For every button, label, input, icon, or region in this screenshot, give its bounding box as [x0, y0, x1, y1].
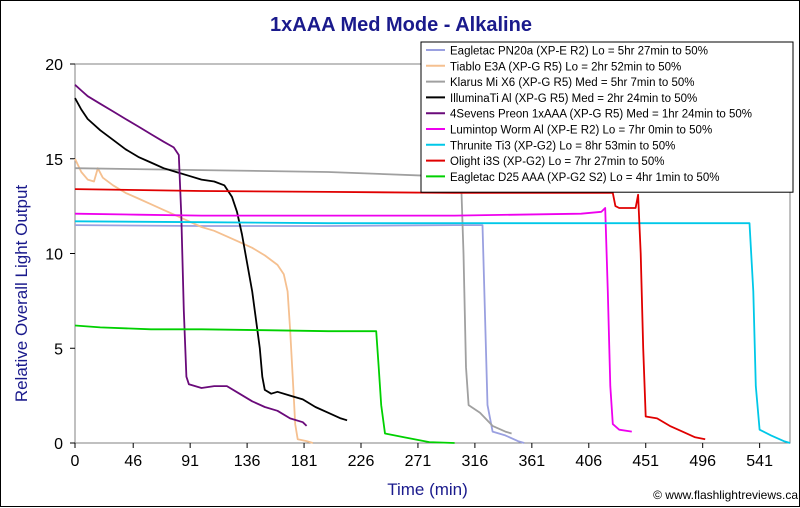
series-line-6: [74, 207, 632, 433]
series-line-1: [74, 224, 525, 444]
x-tick-label: 0: [71, 453, 80, 470]
legend-label-2: Tiablo E3A (XP-G R5) Lo = 2hr 52min to 5…: [450, 61, 681, 73]
y-tick-label: 0: [54, 436, 63, 453]
credit-text: © www.flashlightreviews.ca: [653, 488, 798, 502]
legend-label-3: Klarus Mi X6 (XP-G R5) Med = 5hr 7min to…: [450, 77, 694, 89]
y-tick-label: 20: [45, 57, 63, 74]
chart-title: 1xAAA Med Mode - Alkaline: [270, 14, 532, 36]
series-line-7: [74, 220, 791, 444]
x-tick-label: 316: [462, 453, 489, 470]
legend-label-7: Thrunite Ti3 (XP-G2) Lo = 8hr 53min to 5…: [450, 140, 675, 152]
series-line-2: [74, 158, 314, 444]
series-line-9: [74, 324, 455, 444]
x-tick-label: 361: [518, 453, 545, 470]
x-tick-label: 181: [291, 453, 318, 470]
x-tick-label: 406: [575, 453, 602, 470]
y-axis-label: Relative Overall Light Output: [12, 185, 31, 403]
x-tick-label: 496: [689, 453, 716, 470]
x-tick-label: 451: [632, 453, 659, 470]
series-line-4: [74, 97, 348, 422]
series-line-3: [74, 167, 512, 435]
x-tick-label: 541: [746, 453, 773, 470]
y-tick-label: 15: [45, 152, 63, 169]
legend-label-4: IlluminaTi Al (XP-G R5) Med = 2hr 24min …: [450, 93, 697, 105]
x-tick-label: 46: [124, 453, 142, 470]
x-tick-label: 271: [405, 453, 432, 470]
legend-label-9: Eagletac D25 AAA (XP-G2 S2) Lo = 4hr 1mi…: [450, 172, 719, 184]
y-tick-label: 5: [54, 341, 63, 358]
legend-box: [420, 41, 794, 193]
series-line-5: [74, 84, 308, 427]
legend-label-8: Olight i3S (XP-G2) Lo = 7hr 27min to 50%: [450, 156, 664, 168]
x-tick-label: 136: [234, 453, 261, 470]
x-tick-label: 91: [181, 453, 199, 470]
legend-label-5: 4Sevens Preon 1xAAA (XP-G R5) Med = 1hr …: [450, 109, 752, 121]
series-line-8: [74, 188, 706, 441]
y-tick-label: 10: [45, 247, 63, 264]
x-axis-label: Time (min): [387, 480, 468, 499]
x-tick-label: 226: [348, 453, 375, 470]
legend-label-6: Lumintop Worm Al (XP-E R2) Lo = 7hr 0min…: [450, 125, 712, 137]
legend-label-1: Eagletac PN20a (XP-E R2) Lo = 5hr 27min …: [450, 46, 708, 58]
